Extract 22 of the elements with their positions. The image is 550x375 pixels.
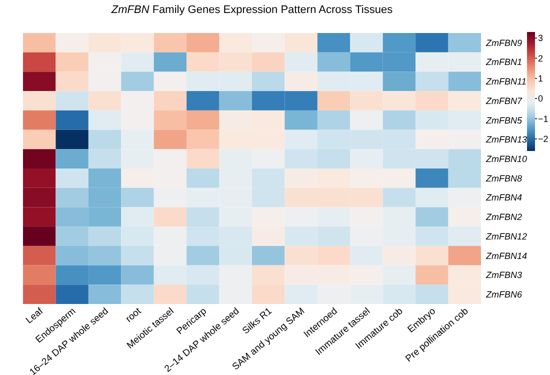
y-tick-label: ZmFBN1: [485, 57, 522, 68]
color-bar-label: 0: [538, 94, 544, 104]
color-bar-label: −1: [538, 114, 548, 124]
y-tick-label: ZmFBN8: [485, 173, 522, 184]
y-tick-label: ZmFBN13: [485, 134, 528, 145]
y-tick-label: ZmFBN9: [485, 38, 522, 48]
y-tick-label: ZmFBN6: [485, 289, 522, 300]
color-bar-label: −2: [538, 134, 548, 144]
color-bar-label: 3: [538, 33, 544, 44]
x-tick-label: root: [124, 306, 144, 325]
color-bar-label: 2: [538, 53, 544, 64]
y-tick-label: ZmFBN12: [485, 231, 528, 242]
y-tick-label: ZmFBN11: [485, 76, 526, 87]
y-tick-label: ZmFBN7: [485, 96, 523, 106]
y-tick-label: ZmFBN4: [485, 192, 522, 203]
y-tick-label: ZmFBN2: [485, 212, 522, 222]
chart-title: ZmFBN Family Genes Expression Pattern Across Tissues: [110, 4, 394, 16]
y-tick-label: ZmFBN3: [485, 270, 522, 280]
y-tick-label: ZmFBN5: [485, 115, 523, 126]
y-tick-label: ZmFBN14: [485, 250, 528, 261]
y-tick-label: ZmFBN10: [485, 154, 528, 164]
color-bar-label: 1: [538, 74, 544, 84]
